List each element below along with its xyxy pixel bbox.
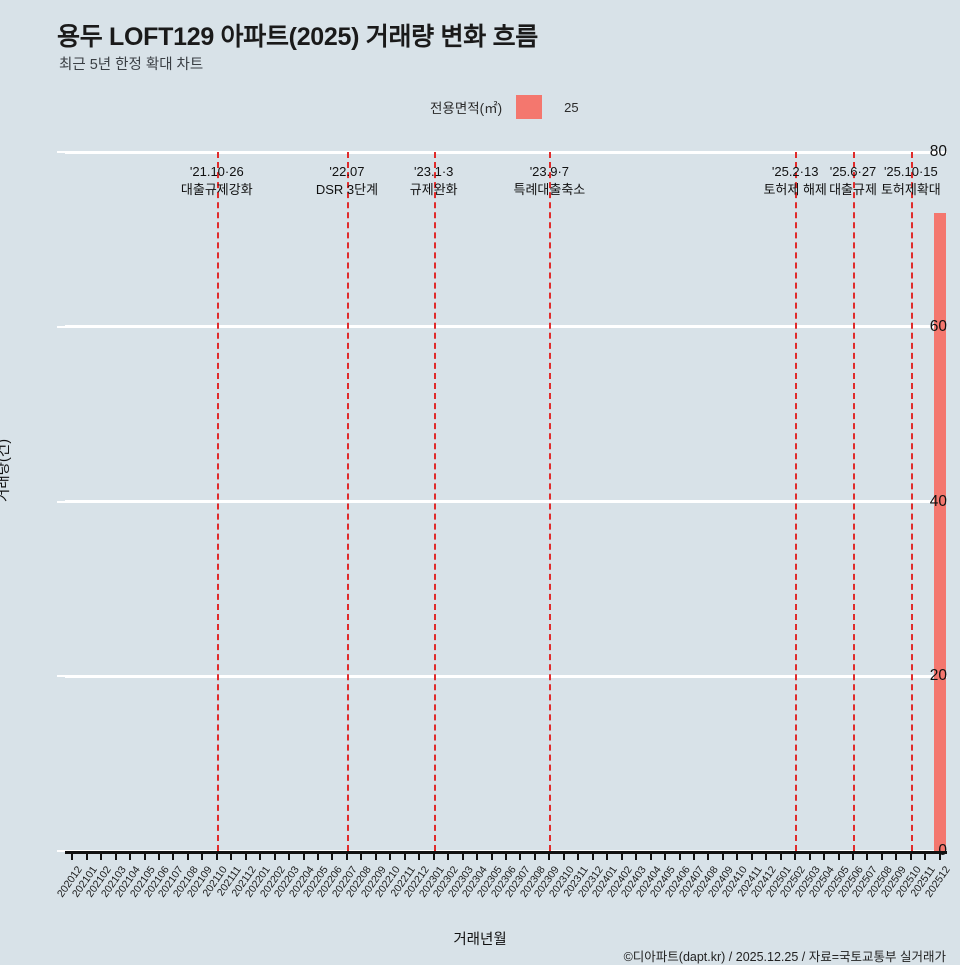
x-axis-tick-mark <box>461 851 464 860</box>
x-axis-tick-mark <box>635 851 638 860</box>
legend-series-label: 25 <box>564 99 579 115</box>
gridline <box>65 150 947 154</box>
x-axis-tick-mark <box>432 851 435 860</box>
x-axis-tick-mark <box>721 851 724 860</box>
y-axis-tick-label: 20 <box>929 667 947 685</box>
x-axis-tick-mark <box>750 851 753 860</box>
x-axis-tick-mark <box>808 851 811 860</box>
x-axis-tick-mark <box>664 851 667 860</box>
x-axis-tick-mark <box>476 851 479 860</box>
x-axis-tick-mark <box>418 851 421 860</box>
x-axis-tick-mark <box>331 851 334 860</box>
gridline <box>65 325 947 329</box>
x-axis-tick-mark <box>129 851 132 860</box>
x-axis-tick-mark <box>244 851 247 860</box>
x-axis-tick-mark <box>302 851 305 860</box>
x-axis-tick-mark <box>692 851 695 860</box>
y-axis-tick-mark <box>57 850 65 852</box>
x-axis-tick-mark <box>533 851 536 860</box>
plot-area <box>65 150 947 853</box>
legend-color-swatch <box>516 95 543 119</box>
x-axis-tick-mark <box>924 851 927 860</box>
x-axis-tick-mark <box>519 851 522 860</box>
x-axis-tick-mark <box>649 851 652 860</box>
x-axis-tick-mark <box>100 851 103 860</box>
y-axis-tick-mark <box>57 325 65 328</box>
y-axis-title: 거래량(건) <box>0 438 12 502</box>
x-axis-tick-mark <box>186 851 189 860</box>
x-axis-tick-mark <box>259 851 262 860</box>
x-axis-tick-mark <box>172 851 175 860</box>
event-marker-line <box>346 152 349 851</box>
x-axis-tick-mark <box>374 851 377 860</box>
gridline <box>65 500 947 503</box>
x-axis-tick-mark <box>577 851 580 860</box>
event-marker-line <box>853 152 856 851</box>
x-axis-tick-mark <box>143 851 146 860</box>
y-axis-tick-mark <box>57 151 65 153</box>
y-axis: 거래량(건) <box>0 0 64 960</box>
x-axis-tick-mark <box>678 851 681 860</box>
x-axis-tick-mark <box>591 851 594 860</box>
event-marker-line <box>433 152 436 851</box>
x-axis-tick-mark <box>736 851 739 860</box>
bar[interactable] <box>933 213 946 851</box>
footer-credit: ©디아파트(dapt.kr) / 2025.12.25 / 자료=국토교통부 실… <box>623 950 946 964</box>
x-axis-tick-mark <box>403 851 406 860</box>
x-axis-tick-mark <box>794 851 797 860</box>
x-axis-tick-mark <box>345 851 348 860</box>
page-title: 용두 LOFT129 아파트(2025) 거래량 변화 흐름 <box>57 23 538 51</box>
x-axis-tick-mark <box>866 851 869 860</box>
x-axis-title: 거래년월 <box>453 932 507 948</box>
y-axis-tick-mark <box>57 675 65 678</box>
y-axis-tick-label: 80 <box>929 143 947 160</box>
y-axis-tick-mark <box>57 500 65 503</box>
x-axis-tick-mark <box>779 851 782 860</box>
x-axis-tick-mark <box>71 851 74 860</box>
x-axis-tick-mark <box>620 851 623 860</box>
legend-title: 전용면적(㎡) <box>430 101 503 116</box>
x-axis-tick-mark <box>157 851 160 860</box>
x-axis-tick-mark <box>490 851 493 860</box>
x-axis-tick-mark <box>880 851 883 860</box>
y-axis-tick-label: 60 <box>929 317 947 335</box>
x-axis-tick-mark <box>389 851 392 860</box>
x-axis-tick-mark <box>707 851 710 860</box>
x-axis-tick-mark <box>548 851 551 860</box>
x-axis-tick-mark <box>114 851 117 860</box>
x-axis-tick-mark <box>360 851 363 860</box>
page-subtitle: 최근 5년 한정 확대 차트 <box>59 57 204 73</box>
x-axis-tick-mark <box>288 851 291 860</box>
x-axis-tick-mark <box>505 851 507 860</box>
x-axis-tick-mark <box>895 851 898 860</box>
event-marker-line <box>910 152 913 851</box>
x-axis-tick-mark <box>938 851 941 860</box>
x-axis-tick-mark <box>85 851 88 860</box>
x-axis-tick-mark <box>201 851 204 860</box>
x-axis-tick-mark <box>215 851 218 860</box>
x-axis-tick-mark <box>230 851 233 860</box>
x-axis-tick-mark <box>317 851 320 860</box>
event-marker-line <box>549 152 552 851</box>
x-axis-tick-mark <box>852 851 855 860</box>
x-axis-tick-mark <box>765 851 768 860</box>
x-axis-tick-mark <box>447 851 450 860</box>
x-axis-tick-mark <box>273 851 276 860</box>
x-axis-tick-mark <box>909 851 912 860</box>
event-marker-line <box>795 152 798 851</box>
x-axis-tick-mark <box>837 851 840 860</box>
chart-legend: 전용면적(㎡) 25 <box>430 95 579 119</box>
event-marker-line <box>216 152 219 851</box>
gridline <box>65 674 947 678</box>
y-axis-tick-label: 40 <box>929 492 947 510</box>
x-axis-tick-mark <box>823 851 826 860</box>
x-axis-tick-mark <box>606 851 609 860</box>
x-axis-tick-mark <box>562 851 565 860</box>
y-axis-tick-label: 0 <box>938 842 947 859</box>
